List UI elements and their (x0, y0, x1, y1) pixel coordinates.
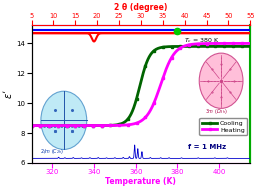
Heating (244, 42, 247, 45)
Cooling (221, 45, 224, 48)
Cooling (244, 45, 247, 48)
Y-axis label: εʹ: εʹ (3, 90, 13, 98)
Text: $2/m\ (C_{2h})$: $2/m\ (C_{2h})$ (40, 147, 64, 156)
Cooling (68, 124, 71, 127)
Line: Cooling: Cooling (30, 45, 252, 127)
Cooling (249, 45, 252, 48)
Text: f = 1 MHz: f = 1 MHz (188, 144, 226, 150)
Text: $3m\ (D_{3h})$: $3m\ (D_{3h})$ (205, 107, 228, 116)
Text: $\it{T_c}$ = 380 K: $\it{T_c}$ = 380 K (184, 36, 219, 45)
Heating (123, 124, 126, 126)
Heating (30, 124, 33, 127)
Heating (249, 42, 252, 45)
Heating (221, 42, 224, 45)
Legend: Cooling, Heating: Cooling, Heating (199, 118, 247, 135)
Heating (68, 124, 71, 127)
Cooling (114, 124, 117, 126)
Heating (114, 124, 117, 127)
X-axis label: 2 θ (degree): 2 θ (degree) (114, 3, 168, 12)
Ellipse shape (41, 91, 87, 149)
Cooling (123, 121, 126, 123)
Ellipse shape (199, 53, 243, 108)
Line: Heating: Heating (30, 42, 252, 127)
Cooling (30, 124, 33, 127)
Heating (55, 124, 58, 127)
Cooling (55, 124, 58, 127)
X-axis label: Temperature (K): Temperature (K) (106, 177, 176, 186)
